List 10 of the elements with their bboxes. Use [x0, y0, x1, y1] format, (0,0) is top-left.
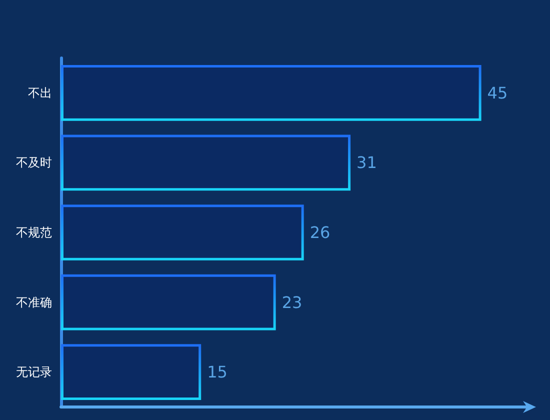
data-label: 26 [310, 223, 330, 242]
y-tick-label: 不及时 [16, 156, 52, 170]
data-label: 31 [356, 153, 377, 172]
data-label: 23 [282, 292, 302, 312]
data-label: 45 [487, 83, 508, 102]
data-label: 15 [207, 362, 228, 382]
y-tick-label: 无记录 [16, 365, 52, 380]
y-tick-label: 不出 [28, 86, 52, 100]
y-tick-label: 不规范 [16, 226, 52, 240]
y-tick-label: 不准确 [16, 295, 52, 310]
